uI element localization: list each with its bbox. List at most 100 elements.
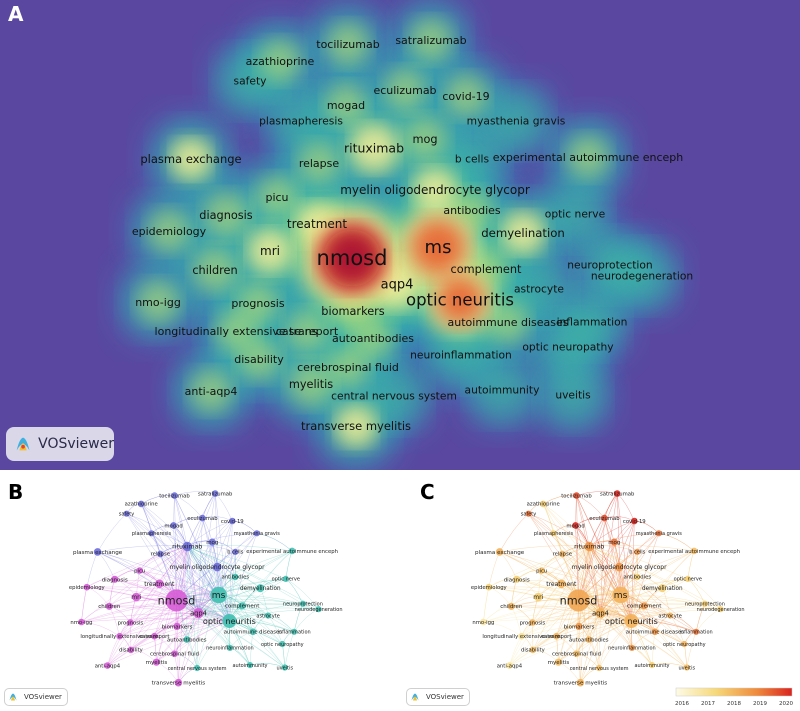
keyword-label-uveitis: uveitis xyxy=(555,389,591,402)
network-node-rituximab xyxy=(584,541,594,552)
network-edge xyxy=(154,546,188,637)
network-node-eculizumab xyxy=(601,514,608,522)
network-label-tocilizumab: tocilizumab xyxy=(159,493,190,499)
network-edge xyxy=(687,578,706,604)
network-edge xyxy=(186,546,188,640)
network-edge xyxy=(114,579,219,596)
density-core xyxy=(298,142,340,184)
keyword-label-mogad: mogad xyxy=(327,99,365,112)
network-label-cerebrospinal-fluid: cerebrospinal fluid xyxy=(150,652,199,658)
network-node-b-cells xyxy=(634,548,641,555)
network-edge xyxy=(578,550,695,601)
network-edge xyxy=(589,546,632,622)
density-core xyxy=(384,69,426,111)
network-edge xyxy=(159,583,230,622)
network-node-astrocyte xyxy=(667,612,674,619)
network-node-demyelination xyxy=(658,584,667,593)
network-edge xyxy=(198,587,261,614)
network-node-nmo-igg xyxy=(78,618,85,626)
network-node-optic-nerve xyxy=(282,575,289,582)
network-edge xyxy=(187,546,254,632)
network-label-complement: complement xyxy=(225,604,260,610)
network-edge xyxy=(516,579,601,614)
network-edge xyxy=(130,612,199,623)
keyword-label-longitudinally-extensive-trans: longitudinally extensive trans xyxy=(155,325,318,338)
network-edge xyxy=(553,533,621,596)
network-label-mogad: mogad xyxy=(566,523,584,529)
network-label-experimental-autoimmune-enceph: experimental autoimmune enceph xyxy=(246,549,338,555)
network-edge xyxy=(511,594,621,607)
network-node-neuroprotection xyxy=(299,600,306,607)
network-node-autoimmune-diseases xyxy=(249,628,257,636)
network-node-case-report xyxy=(553,632,560,640)
network-node-demyelination xyxy=(256,584,265,593)
network-label-rituximab: rituximab xyxy=(172,544,202,551)
network-label-optic-neuropathy: optic neuropathy xyxy=(261,642,304,648)
keyword-label-picu: picu xyxy=(265,191,288,204)
network-node-diagnosis xyxy=(513,575,521,583)
network-edge xyxy=(119,594,219,637)
network-label-mog: mog xyxy=(608,540,620,546)
network-edge xyxy=(285,578,304,604)
density-core xyxy=(327,23,369,65)
network-node-ms xyxy=(210,586,227,604)
network-edge xyxy=(198,603,303,614)
network-label-eculizumab: eculizumab xyxy=(187,516,218,522)
network-node-myelitis xyxy=(554,658,562,666)
keyword-label-neuroinflammation: neuroinflammation xyxy=(410,349,512,362)
network-edge xyxy=(187,546,286,668)
network-edge xyxy=(687,578,721,610)
network-label-relapse: relapse xyxy=(151,552,170,558)
network-edge xyxy=(600,578,688,614)
network-node-prognosis xyxy=(127,619,134,626)
network-edge xyxy=(589,546,688,668)
network-edge xyxy=(114,546,188,580)
keyword-label-transverse-myelitis: transverse myelitis xyxy=(301,419,411,433)
network-label-nmosd: nmosd xyxy=(158,594,196,607)
network-edge xyxy=(589,546,632,622)
network-node-azathioprine xyxy=(137,500,145,508)
network-edge xyxy=(176,493,216,601)
network-node-prognosis xyxy=(529,619,536,626)
network-edge xyxy=(198,607,319,614)
network-edge xyxy=(483,618,632,623)
network-label-optic-neuritis: optic neuritis xyxy=(203,616,256,626)
network-node-complement xyxy=(238,602,246,610)
network-label-myasthenia-gravis: myasthenia gravis xyxy=(636,531,683,537)
network-label-autoantibodies: autoantibodies xyxy=(167,638,207,644)
keyword-label-biomarkers: biomarkers xyxy=(321,305,385,318)
network-edge xyxy=(107,622,131,666)
network-edge xyxy=(576,495,621,596)
network-edge xyxy=(580,613,601,683)
network-edge xyxy=(589,546,601,614)
network-edge xyxy=(174,495,199,614)
network-edge xyxy=(687,550,695,579)
network-edge xyxy=(218,550,293,596)
network-edge xyxy=(176,546,188,627)
density-mid xyxy=(612,246,672,306)
network-node-transverse-myelitis xyxy=(576,678,585,687)
network-node-astrocyte xyxy=(265,612,272,619)
keyword-label-experimental-autoimmune-enceph: experimental autoimmune enceph xyxy=(493,151,683,164)
network-edge xyxy=(553,533,601,614)
network-edge xyxy=(198,578,286,614)
network-edge xyxy=(553,533,632,622)
network-edge xyxy=(156,613,199,663)
network-edge xyxy=(126,513,199,614)
network-edge xyxy=(97,551,199,614)
network-edge xyxy=(528,513,621,596)
network-label-children: children xyxy=(500,604,523,610)
network-label-plasmapheresis: plasmapheresis xyxy=(534,531,574,537)
network-label-biomarkers: biomarkers xyxy=(162,624,193,630)
density-peak xyxy=(409,218,467,276)
density-hot xyxy=(173,141,209,177)
network-edge xyxy=(499,545,590,553)
network-edge xyxy=(229,533,258,622)
density-mid xyxy=(545,184,605,244)
network-edge xyxy=(151,533,199,614)
overlay-year-legend: 2016 2017 2018 2019 2020 xyxy=(675,687,793,707)
network-edge xyxy=(81,546,188,623)
network-edge xyxy=(229,603,303,622)
network-label-azathioprine: azathioprine xyxy=(125,502,158,508)
network-edge xyxy=(285,578,319,610)
